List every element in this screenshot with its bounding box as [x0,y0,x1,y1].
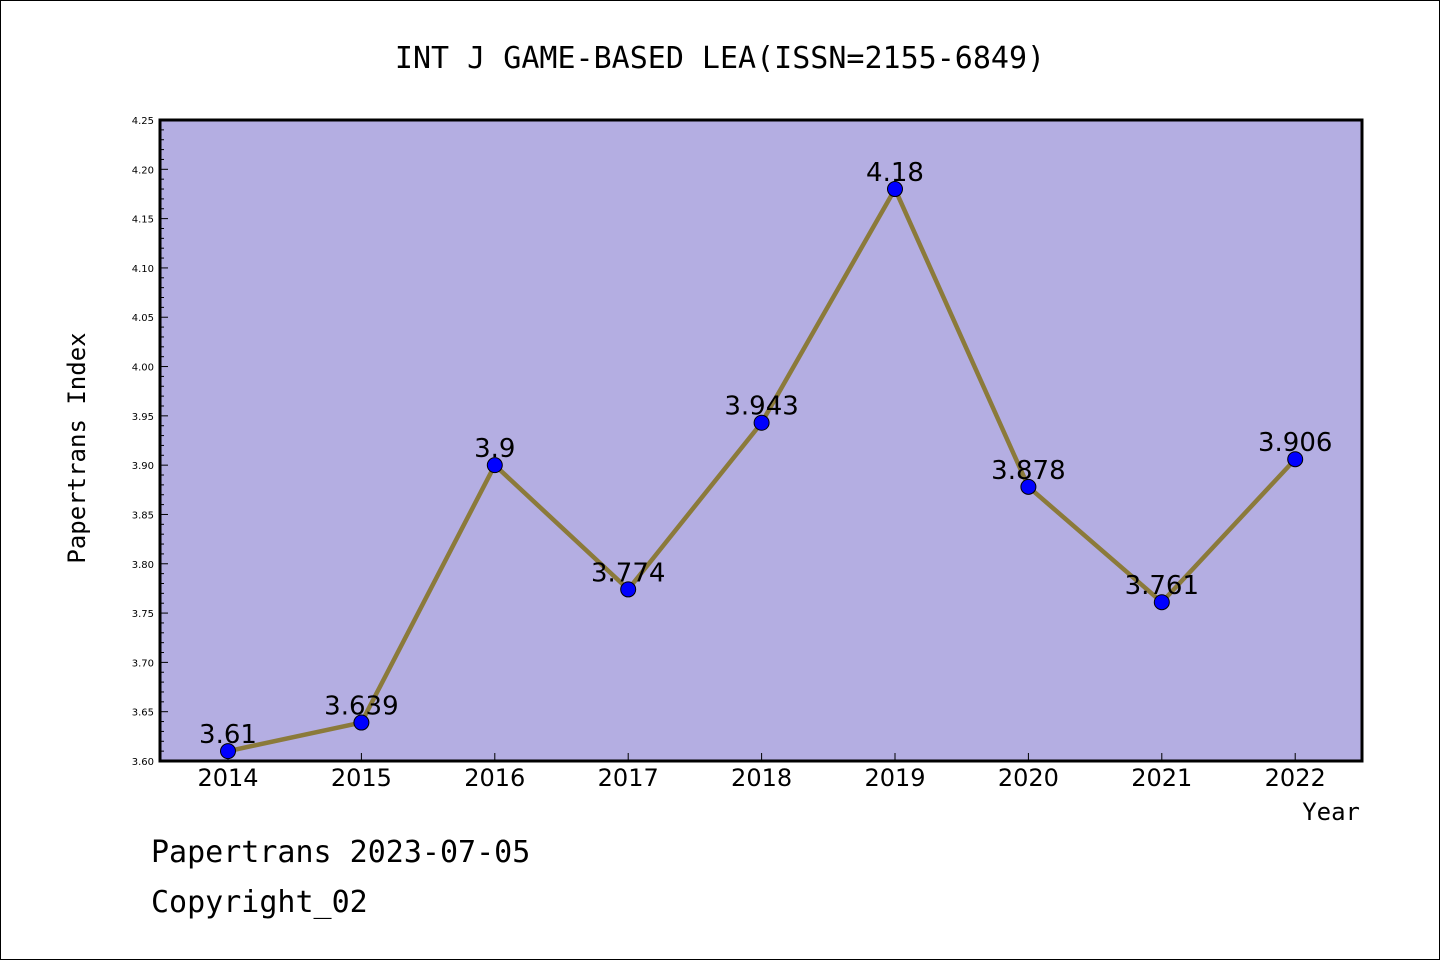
data-label: 3.774 [591,558,665,588]
y-tick-label: 4.10 [132,264,154,275]
x-tick-label: 2022 [1265,764,1326,792]
series-layer: 3.61 3.639 3.9 3.774 3.943 4.18 3.878 3.761 3.90… [199,158,1332,760]
y-tick-label: 3.65 [132,708,154,719]
x-tick-label: 2019 [864,764,925,792]
y-tick-label: 3.75 [132,609,154,620]
data-point [1153,594,1170,611]
plot-area [158,118,1364,763]
chart-title: INT J GAME-BASED LEA(ISSN=2155-6849) [395,41,1045,76]
x-tick-label: 2020 [998,764,1059,792]
data-point [887,181,903,198]
data-point [1287,451,1304,468]
data-label: 3.761 [1125,571,1199,601]
y-tick-label: 3.70 [132,658,154,669]
data-point [620,581,637,598]
data-point [753,414,770,431]
data-label: 3.943 [724,392,798,422]
data-label: 4.18 [866,158,924,188]
x-axis-title: Year [1302,798,1360,826]
x-tick-label: 2018 [731,764,792,792]
data-label: 3.878 [991,456,1065,486]
data-point [1020,478,1037,495]
data-label: 3.61 [199,720,257,750]
y-axis-title: Papertrans Index [63,332,91,563]
y-axis: 3.60 3.65 3.70 3.75 3.80 3.85 3.90 3.95 4.00 4.05… [132,116,168,768]
y-tick-label: 3.80 [132,560,154,571]
data-label: 3.639 [324,692,398,722]
x-axis: 2014 2015 2016 2017 2018 2019 2020 2021 2022 [197,753,1326,792]
y-tick-label: 4.05 [132,313,154,324]
data-label: 3.9 [474,434,515,464]
data-point [353,714,370,731]
x-tick-label: 2014 [197,764,258,792]
x-tick-label: 2015 [331,764,392,792]
data-point [220,743,236,760]
y-tick-label: 3.95 [132,412,154,423]
footer-copyright: Copyright_02 [151,885,368,920]
y-tick-label: 4.25 [132,116,154,127]
y-tick-label: 4.15 [132,215,154,226]
data-label: 3.906 [1258,428,1332,458]
y-tick-label: 4.00 [132,363,154,374]
x-tick-label: 2021 [1131,764,1192,792]
x-tick-label: 2016 [464,764,525,792]
footer-date: Papertrans 2023-07-05 [151,835,531,870]
y-tick-label: 3.85 [132,510,154,521]
y-tick-label: 3.90 [132,461,154,472]
data-point [486,457,503,474]
y-tick-label: 3.60 [132,757,154,768]
y-tick-label: 4.20 [132,165,154,176]
x-tick-label: 2017 [598,764,659,792]
